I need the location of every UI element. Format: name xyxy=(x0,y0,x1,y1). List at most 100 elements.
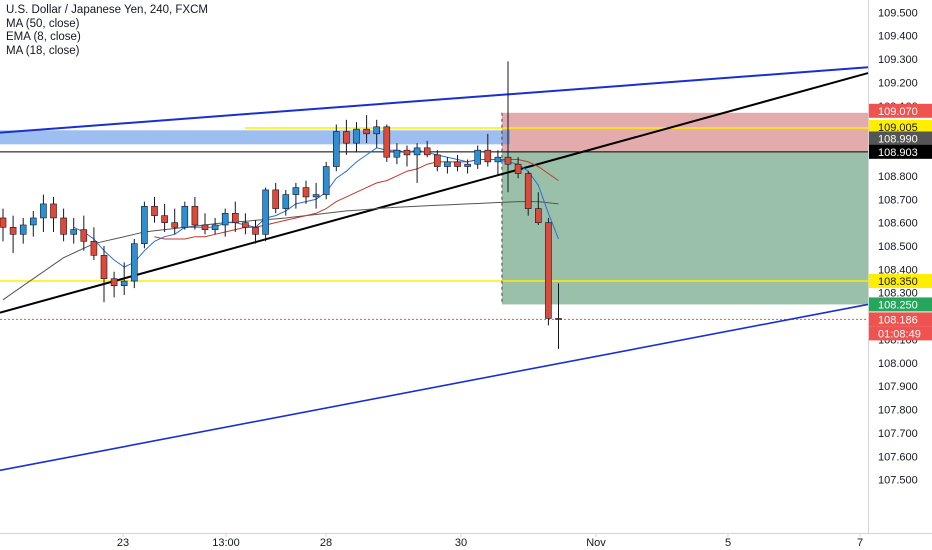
price-axis[interactable]: 107.500 107.600 107.700 107.800 107.900 108.0… xyxy=(878,7,918,486)
drawing-zones xyxy=(0,112,868,305)
price-tag: 108.186 xyxy=(869,312,932,327)
price-tick-label: 108.600 xyxy=(878,218,918,230)
price-tick-label: 108.000 xyxy=(878,358,918,370)
price-tag-bg xyxy=(869,103,932,118)
time-axis[interactable]: 23 13:00 28 30 Nov 5 7 xyxy=(117,533,863,549)
candle-body xyxy=(343,131,350,144)
candle-body xyxy=(211,224,219,230)
price-tick-label: 108.500 xyxy=(878,241,918,253)
trend-lines xyxy=(0,66,869,472)
candle-body xyxy=(464,163,471,167)
candle-body xyxy=(504,156,512,165)
price-tick-label: 108.300 xyxy=(878,288,918,300)
candle-body xyxy=(413,147,421,156)
indicator-ma18[interactable]: MA (18, close) xyxy=(6,44,80,57)
candle-body xyxy=(494,156,502,163)
price-tag: 108.350 xyxy=(869,274,932,289)
price-tag-label: 108.250 xyxy=(878,299,918,311)
price-tag-label: 108.186 xyxy=(878,314,918,326)
time-tick-label: 28 xyxy=(320,537,332,549)
candle-body xyxy=(171,222,178,228)
take-profit-zone xyxy=(501,151,868,305)
candle-body xyxy=(514,163,522,174)
price-tick-label: 109.500 xyxy=(878,7,918,19)
candle-body xyxy=(9,227,17,235)
candle-body xyxy=(19,224,27,235)
price-tag-bg xyxy=(869,119,932,134)
candle-body xyxy=(433,154,441,167)
price-tick-label: 109.200 xyxy=(878,77,918,89)
candle-body xyxy=(444,161,451,167)
candle-body xyxy=(201,224,209,230)
price-tag-label: 109.005 xyxy=(878,122,918,134)
candle-body xyxy=(60,217,67,235)
candle-body xyxy=(80,229,88,242)
time-tick-label: 5 xyxy=(725,537,731,549)
candle-body xyxy=(322,166,330,195)
candle-body xyxy=(161,215,168,223)
countdown-bg xyxy=(869,326,932,341)
time-tick-label: 30 xyxy=(455,537,467,549)
chart-title[interactable]: U.S. Dollar / Japanese Yen, 240, FXCM xyxy=(6,4,208,16)
time-tick-label: 13:00 xyxy=(212,537,240,549)
candle-body xyxy=(383,126,391,158)
price-tag-bg xyxy=(869,131,932,146)
candle-body xyxy=(262,189,269,235)
candle-body xyxy=(373,126,381,135)
candle-body xyxy=(272,189,280,209)
candle-body xyxy=(40,203,47,219)
price-tag: 109.005 xyxy=(869,119,932,134)
price-tick-label: 107.700 xyxy=(878,428,918,440)
price-tag-label: 109.070 xyxy=(878,106,918,118)
candle-body xyxy=(100,255,108,280)
candle-body xyxy=(0,217,7,228)
time-tick-label: 7 xyxy=(857,537,863,549)
candle-body xyxy=(232,212,239,223)
price-tag-bg xyxy=(869,312,932,327)
candle-body xyxy=(191,205,199,226)
price-tick-label: 108.700 xyxy=(878,194,918,206)
ma50-line xyxy=(2,201,559,301)
time-tick-label: 23 xyxy=(117,537,129,549)
price-tag-label: 108.990 xyxy=(878,133,918,145)
candle-body xyxy=(141,205,148,244)
moving-averages xyxy=(2,147,559,301)
candle-body xyxy=(555,318,562,320)
indicator-ma50[interactable]: MA (50, close) xyxy=(6,17,80,30)
candle-body xyxy=(252,227,259,235)
candle-body xyxy=(70,229,77,235)
candle-body xyxy=(403,149,411,156)
candle-body xyxy=(423,147,431,156)
candle-body xyxy=(282,194,290,209)
candle-body xyxy=(120,280,128,287)
candle-body xyxy=(221,212,229,226)
candle-body xyxy=(545,222,552,319)
candle-body xyxy=(29,217,37,226)
channel-lower xyxy=(0,303,869,472)
price-tag-label: 108.903 xyxy=(878,147,918,159)
indicator-ema8[interactable]: EMA (8, close) xyxy=(6,31,81,43)
candle-body xyxy=(484,149,492,163)
candle-body xyxy=(110,278,118,287)
grid xyxy=(0,0,932,534)
price-tick-label: 107.800 xyxy=(878,405,918,417)
candle-body xyxy=(292,187,300,195)
price-tag-bg xyxy=(869,274,932,289)
price-tick-label: 109.400 xyxy=(878,31,918,43)
candle-body xyxy=(90,241,98,256)
time-tick-label: Nov xyxy=(586,537,606,549)
candle-body xyxy=(332,131,340,167)
price-tag-bg xyxy=(869,297,932,312)
supply-zone xyxy=(0,130,510,145)
channel-upper xyxy=(0,66,869,134)
price-tag: 109.070 xyxy=(869,103,932,118)
countdown-label: 01:08:49 xyxy=(878,328,921,340)
candle-body xyxy=(534,208,542,223)
price-tag-bg xyxy=(869,144,932,159)
price-tag: 108.903 xyxy=(869,144,932,159)
candle-body xyxy=(50,203,57,219)
candle-body xyxy=(353,128,360,144)
candle-body xyxy=(312,194,320,198)
